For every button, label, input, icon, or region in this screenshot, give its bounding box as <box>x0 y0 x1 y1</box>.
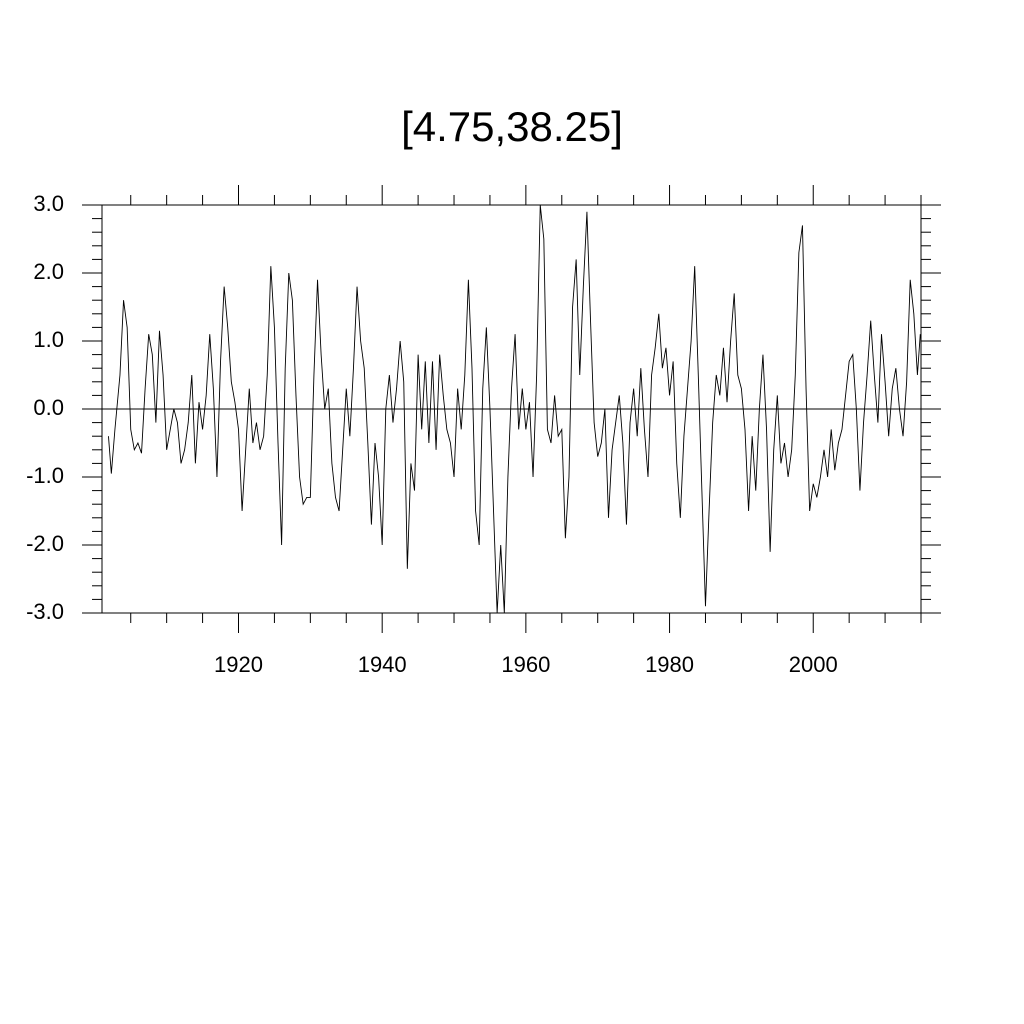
plot-frame <box>101 204 922 614</box>
chart-title: [4.75,38.25] <box>401 103 623 150</box>
x-tick-label: 2000 <box>789 652 838 677</box>
y-tick-label: -1.0 <box>26 463 64 488</box>
x-tick-label: 1960 <box>501 652 550 677</box>
y-tick-label: 3.0 <box>33 191 64 216</box>
x-tick-label: 1980 <box>645 652 694 677</box>
y-tick-label: 1.0 <box>33 327 64 352</box>
y-tick-label: 0.0 <box>33 395 64 420</box>
y-tick-label: 2.0 <box>33 259 64 284</box>
x-tick-label: 1940 <box>358 652 407 677</box>
data-line <box>108 204 921 614</box>
y-tick-label: -3.0 <box>26 599 64 624</box>
x-tick-label: 1920 <box>214 652 263 677</box>
y-tick-label: -2.0 <box>26 531 64 556</box>
